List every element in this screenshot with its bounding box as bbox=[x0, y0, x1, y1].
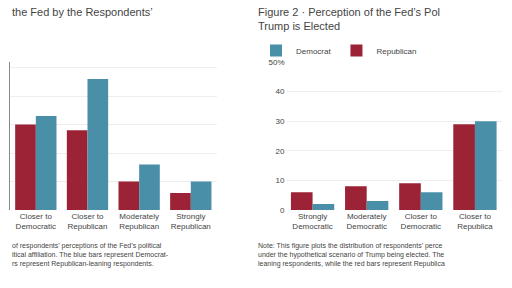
svg-text:ModeratelyDemocratic: ModeratelyDemocratic bbox=[346, 212, 386, 231]
svg-text:Closer toDemocratic: Closer toDemocratic bbox=[401, 212, 441, 231]
svg-text:50%: 50% bbox=[269, 58, 285, 67]
svg-text:the Fed by the Respondents’: the Fed by the Respondents’ bbox=[12, 6, 153, 18]
svg-text:Closer toDemocratic: Closer toDemocratic bbox=[16, 212, 56, 231]
svg-text:Note: This figure plots the di: Note: This figure plots the distribution… bbox=[258, 242, 445, 268]
svg-text:10: 10 bbox=[276, 176, 285, 185]
svg-text:of respondents’ perceptions of: of respondents’ perceptions of the Fed’s… bbox=[12, 242, 169, 268]
svg-text:StronglyDemocratic: StronglyDemocratic bbox=[292, 212, 332, 231]
svg-text:0: 0 bbox=[280, 206, 285, 215]
svg-text:Closer toRepublican: Closer toRepublican bbox=[67, 212, 107, 231]
svg-text:40: 40 bbox=[276, 87, 285, 96]
svg-text:Figure 2 · Perception of the F: Figure 2 · Perception of the Fed’s PolTr… bbox=[258, 6, 440, 32]
svg-text:Democrat: Democrat bbox=[296, 47, 331, 56]
svg-text:30: 30 bbox=[276, 117, 285, 126]
svg-text:Closer toRepublica: Closer toRepublica bbox=[457, 212, 493, 231]
svg-text:StronglyRepublican: StronglyRepublican bbox=[171, 212, 211, 231]
svg-text:ModeratelyRepublican: ModeratelyRepublican bbox=[119, 212, 159, 231]
svg-text:Republican: Republican bbox=[376, 47, 416, 56]
svg-text:20: 20 bbox=[276, 147, 285, 156]
